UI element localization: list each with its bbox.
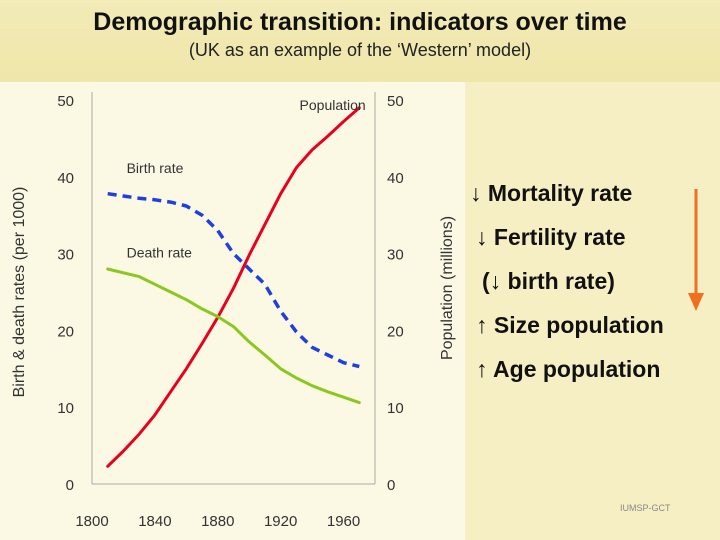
x-tick-label: 1800 — [75, 513, 108, 530]
y2-tick-label: 0 — [387, 477, 395, 494]
x-tick-label: 1880 — [201, 513, 234, 530]
y2-tick-label: 50 — [387, 93, 404, 110]
y-tick-label: 0 — [66, 477, 74, 494]
series-layer — [106, 106, 361, 468]
x-tick-label: 1920 — [264, 513, 297, 530]
bullet-age-population: ↑ Age population — [476, 356, 661, 382]
labels-layer: 0 10 20 30 40 50 0 10 20 30 40 50 1800 1840 1880 1920 19… — [11, 93, 456, 530]
slide-title: Demographic transition: indicators over … — [93, 8, 627, 36]
chart-panel — [0, 82, 465, 540]
y2-tick-label: 40 — [387, 170, 404, 187]
series-annotation: Death rate — [127, 244, 193, 260]
y2-tick-label: 10 — [387, 400, 404, 417]
bullet-size-population: ↑ Size population — [476, 312, 664, 338]
axes-layer — [91, 92, 376, 485]
down-arrow-icon — [688, 189, 704, 311]
series-line-death-rate — [106, 267, 361, 405]
series-line-population — [106, 106, 361, 468]
series-annotation: Population — [300, 97, 366, 113]
y-tick-label: 10 — [57, 400, 74, 417]
y-tick-label: 20 — [57, 323, 74, 340]
y-tick-label: 30 — [57, 247, 74, 264]
y-axis-label: Birth & death rates (per 1000) — [11, 187, 28, 398]
slide-subtitle: (UK as an example of the ‘Western’ model… — [188, 40, 532, 60]
series-annotation: Birth rate — [127, 160, 184, 176]
x-tick-label: 1960 — [327, 513, 360, 530]
y2-axis-label: Population (millions) — [439, 216, 456, 360]
bullet-mortality: ↓ Mortality rate — [470, 180, 633, 206]
y-tick-label: 40 — [57, 170, 74, 187]
x-tick-label: 1840 — [138, 513, 171, 530]
bullet-fertility: ↓ Fertility rate — [476, 224, 626, 250]
bullet-birth-rate: (↓ birth rate) — [482, 268, 615, 294]
y2-tick-label: 20 — [387, 323, 404, 340]
y2-tick-label: 30 — [387, 247, 404, 264]
series-line-birth-rate — [107, 191, 360, 369]
slide-header: Demographic transition: indicators over … — [0, 0, 720, 82]
y-tick-label: 50 — [57, 93, 74, 110]
copyright-text: IUMSP-GCT — [620, 503, 671, 513]
right-panel — [465, 82, 720, 540]
